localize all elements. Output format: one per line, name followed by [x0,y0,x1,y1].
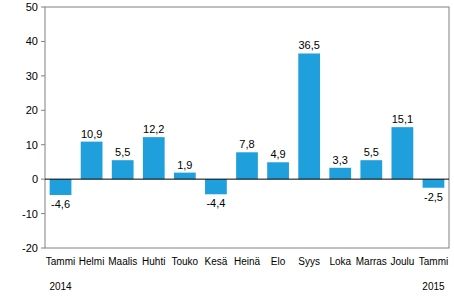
bar [174,173,196,180]
data-label: 36,5 [298,39,319,51]
y-tick [41,179,45,180]
bar [50,179,72,195]
x-tick-label: Loka [329,256,351,267]
x-tick-label: Helmi [79,256,105,267]
x-tick-label: Tammi [46,256,75,267]
x-tick-label: Touko [172,256,199,267]
y-tick-label: 50 [26,1,38,13]
x-tick-label: Syys [298,256,320,267]
y-tick-label: 10 [26,139,38,151]
zero-line [45,179,449,180]
y-tick [41,144,45,145]
data-label: 1,9 [177,159,192,171]
data-label: 5,5 [115,146,130,158]
bar [205,179,227,194]
y-tick-label: -10 [22,208,38,220]
y-tick [41,213,45,214]
x-tick-label: Heinä [234,256,261,267]
y-tick [41,110,45,111]
bar [423,179,445,188]
year-label: 2015 [422,281,445,292]
y-tick-label: 40 [26,35,38,47]
x-tick-label: Elo [271,256,286,267]
bar [329,168,351,179]
bar [298,53,320,179]
y-tick-label: 30 [26,70,38,82]
chart-container: -20 -10 0 10 20 30 40 50 -4,6 10,9 5,5 12,2 1,9 -4,4 7… [0,0,454,302]
bar [236,152,258,179]
bar [143,137,165,179]
data-label: 3,3 [333,154,348,166]
bars [50,53,445,195]
y-tick [41,75,45,76]
year-label: 2014 [49,281,72,292]
y-tick [41,248,45,249]
bar [81,142,103,180]
plot-frame [45,7,449,248]
y-tick-label: 0 [32,173,38,185]
bar [112,160,134,179]
data-label: 5,5 [364,146,379,158]
bar [267,162,289,179]
x-tick-label: Joulu [390,256,414,267]
y-tick [41,41,45,42]
data-label: 15,1 [392,113,413,125]
y-tick [41,7,45,8]
chart-svg: -20 -10 0 10 20 30 40 50 -4,6 10,9 5,5 12,2 1,9 -4,4 7… [0,0,454,302]
data-label: -4,6 [51,198,70,210]
data-label: -4,4 [206,197,225,209]
data-label: 12,2 [143,123,164,135]
bar [392,127,414,179]
y-tick-label: 20 [26,104,38,116]
x-tick-label: Maalis [108,256,137,267]
data-label: 10,9 [81,128,102,140]
x-tick-label: Huhti [142,256,165,267]
x-tick-label: Marras [356,256,387,267]
y-tick-label: -20 [22,242,38,254]
data-label: -2,5 [424,191,443,203]
x-tick-label: Tammi [419,256,448,267]
x-tick-label: Kesä [205,256,228,267]
data-label: 7,8 [239,138,254,150]
bar [360,160,382,179]
data-label: 4,9 [270,148,285,160]
